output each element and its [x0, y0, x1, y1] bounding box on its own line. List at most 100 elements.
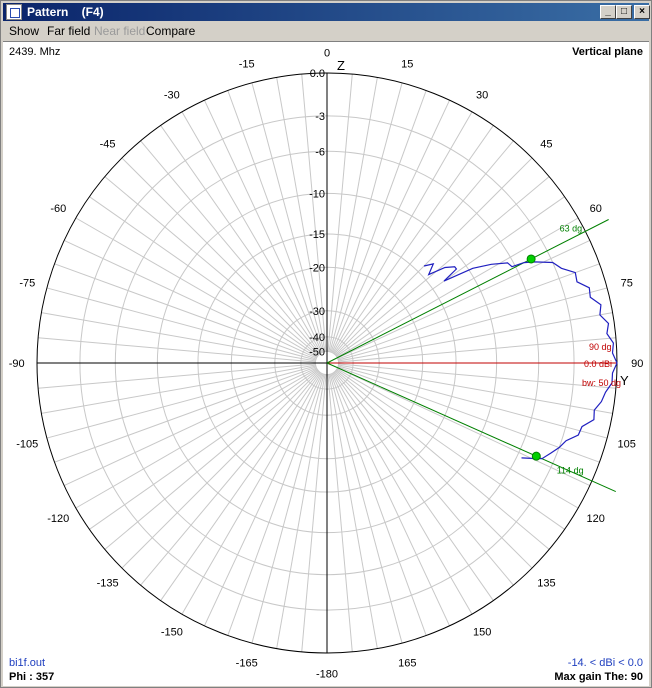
angle-tick-label: 45 — [540, 139, 552, 151]
radial-grid-line — [121, 157, 320, 356]
radial-grid-line — [332, 372, 473, 615]
angle-tick-label: 105 — [618, 438, 636, 450]
radial-grid-line — [203, 373, 323, 627]
angle-tick-label: 75 — [621, 278, 633, 290]
radial-grid-line — [89, 196, 318, 357]
radial-grid-line — [54, 263, 317, 360]
radial-grid-line — [335, 370, 550, 550]
angle-tick-label: 60 — [590, 203, 602, 215]
angle-tick-label: -150 — [161, 627, 183, 639]
y-axis-label: Y — [620, 373, 629, 388]
radial-grid-line — [333, 125, 494, 354]
radial-grid-line — [329, 82, 403, 352]
radial-grid-line — [338, 365, 608, 439]
radial-grid-line — [104, 176, 319, 356]
max-gain-label: Max gain The: 90 — [554, 671, 643, 683]
db-ring-label: -20 — [309, 262, 325, 274]
angle-tick-label: 30 — [476, 89, 488, 101]
angle-tick-label: 150 — [473, 627, 491, 639]
radial-grid-line — [335, 176, 550, 356]
angle-tick-label: -30 — [164, 89, 180, 101]
frequency-label: 2439. Mhz — [9, 46, 61, 58]
menu-bar: Show Far field Near field Compare — [3, 22, 649, 40]
radial-grid-line — [338, 363, 616, 389]
radial-grid-line — [38, 337, 316, 363]
menu-far-field[interactable]: Far field — [47, 24, 91, 38]
polar-pattern-chart: 0153045607590105120135150165-180-165-150… — [9, 48, 644, 681]
beamwidth-label: bw: 50 dg — [582, 378, 621, 388]
radial-grid-line — [337, 366, 600, 463]
db-ring-label: -50 — [309, 346, 325, 358]
radial-grid-line — [203, 99, 323, 353]
phi-label: Phi : 357 — [9, 671, 55, 683]
menu-near-field[interactable]: Near field — [94, 24, 146, 38]
plot-area: 2439. Mhz Vertical plane 0 15 30 45 60 75 90 10… — [3, 41, 649, 686]
menu-compare[interactable]: Compare — [146, 24, 196, 38]
radial-grid-line — [251, 374, 325, 644]
radial-grid-line — [46, 365, 316, 439]
radial-grid-line — [75, 368, 318, 509]
angle-tick-label: -135 — [97, 577, 119, 589]
radial-grid-line — [330, 90, 427, 353]
menu-show[interactable]: Show — [9, 24, 40, 38]
radial-grid-line — [160, 125, 321, 354]
radial-grid-line — [181, 111, 322, 354]
radial-grid-line — [75, 217, 318, 358]
radial-grid-line — [54, 366, 317, 463]
angle-tick-label: -75 — [19, 278, 35, 290]
radial-grid-line — [251, 82, 325, 352]
db-ring-label: -30 — [309, 306, 325, 318]
radial-grid-line — [338, 287, 608, 361]
radial-grid-line — [334, 371, 514, 586]
angle-tick-label: -120 — [47, 513, 69, 525]
db-ring-label: -40 — [309, 332, 325, 344]
db-ring-label: 0.0 — [310, 68, 325, 80]
beam-marker-label: 114 dg — [557, 466, 584, 476]
radial-grid-line — [301, 374, 327, 652]
window-title: Pattern (F4) — [27, 5, 104, 19]
radial-grid-line — [140, 371, 320, 586]
angle-tick-label: 90 — [631, 358, 643, 370]
gain-range-label: -14. < dBi < 0.0 — [567, 657, 643, 669]
db-ring-label: -6 — [315, 146, 325, 158]
plane-label: Vertical plane — [572, 46, 643, 58]
radial-grid-line — [331, 99, 451, 353]
minimize-button[interactable]: _ — [600, 5, 616, 19]
radial-grid-line — [334, 157, 533, 356]
angle-tick-label: -180 — [316, 668, 338, 680]
close-button[interactable]: × — [634, 5, 650, 19]
angle-tick-label: -60 — [50, 203, 66, 215]
radial-grid-line — [338, 312, 613, 362]
radial-grid-line — [337, 263, 600, 360]
radial-grid-line — [181, 372, 322, 615]
radial-grid-line — [227, 90, 324, 353]
angle-tick-label: 15 — [401, 58, 413, 70]
radial-grid-line — [104, 370, 319, 550]
max-gain-value-label: 0.0 dBi — [584, 359, 612, 369]
angle-tick-label: -15 — [239, 58, 255, 70]
radial-grid-line — [334, 140, 514, 355]
beam-width-line — [326, 362, 616, 493]
maximize-button[interactable]: □ — [616, 5, 632, 19]
radial-grid-line — [46, 287, 316, 361]
radial-grid-line — [338, 337, 616, 363]
angle-tick-label: 0 — [324, 48, 330, 60]
db-ring-label: -15 — [309, 229, 325, 241]
radial-grid-line — [327, 374, 353, 652]
angle-tick-label: 165 — [398, 658, 416, 670]
radial-grid-line — [121, 370, 320, 569]
radial-grid-line — [327, 74, 353, 352]
file-label: bi1f.out — [9, 657, 46, 669]
title-bar[interactable]: Pattern (F4) _ □ × — [3, 3, 650, 21]
beam-width-marker — [526, 254, 536, 264]
radial-grid-line — [338, 364, 613, 414]
radial-grid-line — [301, 74, 327, 352]
radial-grid-line — [337, 239, 591, 359]
angle-tick-label: -165 — [236, 658, 258, 670]
radial-grid-line — [336, 196, 565, 357]
radial-grid-line — [276, 374, 326, 649]
radial-grid-line — [336, 368, 579, 509]
radial-grid-line — [328, 77, 378, 352]
radial-grid-line — [331, 373, 451, 627]
